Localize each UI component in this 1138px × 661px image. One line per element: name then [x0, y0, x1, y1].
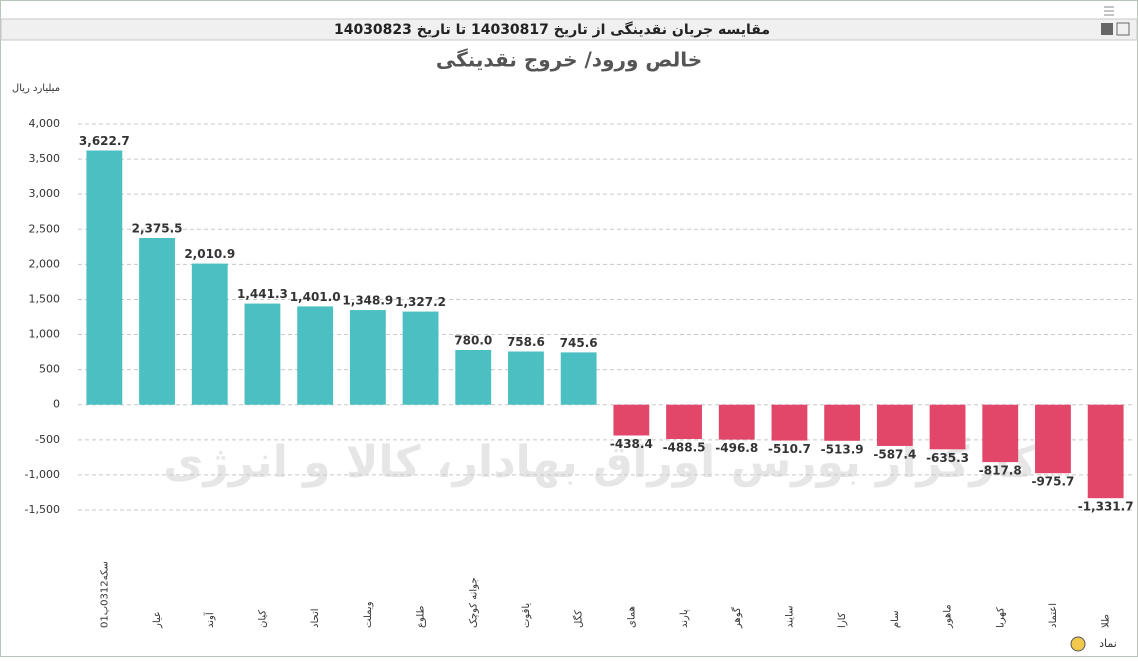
bar [876, 404, 913, 446]
x-tick-label: پارند [679, 609, 690, 628]
y-tick-label: -1,500 [25, 503, 60, 516]
print-icon[interactable] [1101, 23, 1113, 35]
x-tick-label: طلوع [416, 606, 427, 628]
bar [297, 306, 334, 405]
data-label: 780.0 [454, 333, 492, 347]
title-bar [0, 18, 1138, 41]
x-tick-label: اتحاد [310, 608, 321, 628]
x-tick-label: یاقوت [521, 603, 532, 628]
data-label: -496.8 [715, 441, 758, 455]
bar [1087, 404, 1124, 499]
data-label: -488.5 [663, 441, 706, 455]
save-icon[interactable] [1116, 22, 1130, 36]
x-tick-label: طلا [1101, 614, 1112, 628]
bar [560, 352, 597, 405]
x-tick-label: ویملت [363, 601, 374, 628]
data-label: 745.6 [560, 336, 598, 350]
x-tick-label: ماهور [943, 604, 954, 629]
data-label: 1,441.3 [237, 287, 288, 301]
data-label: -438.4 [610, 437, 653, 451]
y-tick-label: 4,000 [29, 117, 61, 130]
data-label: 1,327.2 [395, 295, 446, 309]
x-tick-label: عیار [152, 611, 163, 629]
y-tick-label: 3,000 [29, 187, 61, 200]
x-tick-label: جوانه کوچک [468, 577, 479, 628]
bar [349, 310, 386, 405]
bar [613, 404, 650, 436]
bar [771, 404, 808, 441]
x-tick-label: کیان [257, 610, 268, 628]
bar [824, 404, 861, 441]
y-tick-label: 1,500 [29, 292, 61, 305]
x-tick-label: کهربا [995, 607, 1006, 628]
bar [402, 311, 439, 405]
bar [982, 404, 1019, 463]
y-tick-label: 500 [39, 363, 60, 376]
data-label: -513.9 [821, 442, 864, 456]
legend-icon[interactable] [1070, 636, 1086, 652]
bar [508, 351, 544, 405]
x-tick-label: اعتماد [1048, 603, 1059, 628]
data-label: -975.7 [1031, 475, 1074, 489]
y-tick-label: 1,000 [29, 328, 61, 341]
data-label: -635.3 [926, 451, 969, 465]
y-tick-label: 0 [53, 398, 60, 411]
bar [929, 404, 966, 450]
bar [244, 303, 281, 405]
bar [191, 263, 228, 405]
y-tick-label: 2,000 [29, 257, 61, 270]
data-label: -817.8 [979, 464, 1022, 478]
bar [139, 238, 175, 405]
data-label: 1,348.9 [342, 294, 393, 308]
data-label: -587.4 [873, 447, 916, 461]
data-label: 758.6 [507, 335, 545, 349]
y-tick-label: 3,500 [29, 152, 61, 165]
y-axis-label: میلیارد ریال [12, 83, 60, 94]
data-label: -1,331.7 [1078, 500, 1134, 514]
data-label: 1,401.0 [290, 290, 341, 304]
bar [455, 349, 492, 405]
x-tick-label: همای [626, 606, 637, 628]
bar [718, 404, 755, 440]
x-tick-label: کارا [837, 612, 848, 628]
bar [1035, 404, 1071, 474]
x-tick-label: کگل [573, 610, 585, 628]
top-strip [1, 1, 1137, 19]
x-tick-label: سایند [784, 606, 795, 628]
x-tick-label: سکه0312ب01 [99, 561, 110, 628]
x-tick-label: سام [890, 610, 901, 628]
y-tick-label: -1,000 [25, 468, 60, 481]
data-label: 2,375.5 [132, 222, 183, 236]
window-title: مقایسه جریان نقدینگی از تاریخ 14030817 ت… [334, 21, 770, 38]
bar [666, 404, 702, 440]
y-tick-label: 2,500 [29, 222, 61, 235]
x-axis-label: نماد [1099, 637, 1117, 650]
y-tick-label: -500 [35, 433, 60, 446]
bar [86, 150, 123, 405]
data-label: -510.7 [768, 442, 811, 456]
data-label: 2,010.9 [184, 247, 235, 261]
data-label: 3,622.7 [79, 134, 130, 148]
x-tick-label: آوند [203, 611, 216, 628]
chart-title: خالص ورود/ خروج نقدینگی [436, 48, 702, 72]
x-tick-label: گوهر [731, 607, 743, 629]
